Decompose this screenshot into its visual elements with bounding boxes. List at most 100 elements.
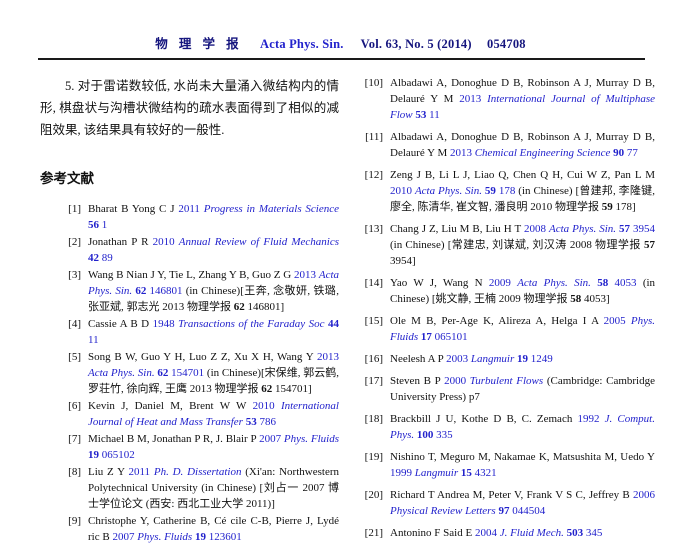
ref-segment: 3954] [390, 255, 416, 267]
citation-link[interactable]: Chemical Engineering Science [474, 147, 611, 159]
ref-segment: Brackbill J U, Kothe D B, C. Zemach [390, 413, 578, 425]
citation-link[interactable]: 2013 [459, 93, 488, 105]
reference-number: [15] [364, 315, 383, 327]
citation-link[interactable]: 62 [132, 285, 147, 297]
citation-link[interactable]: 90 [610, 147, 625, 159]
citation-link[interactable]: Phys. Fluids [390, 315, 655, 343]
citation-link[interactable]: 1999 [390, 467, 415, 479]
citation-link[interactable]: 2005 [603, 315, 631, 327]
citation-link[interactable]: 59 [481, 185, 496, 197]
ref-segment: Zeng J B, Li L J, Liao Q, Chen Q H, Cui … [390, 169, 655, 181]
citation-link[interactable]: International Journal of Multiphase Flow [390, 93, 656, 121]
citation-link[interactable]: J. Comput. Phys. [390, 413, 655, 441]
citation-link[interactable]: Acta Phys. Sin. [88, 367, 155, 379]
citation-link[interactable]: Acta Phys. Sin. [414, 185, 482, 197]
citation-link[interactable]: 15 [458, 467, 472, 479]
citation-link[interactable]: Physical Review Letters [390, 505, 496, 517]
citation-link[interactable]: Acta Phys. Sin. [548, 223, 617, 235]
citation-link[interactable]: 77 [624, 147, 638, 159]
citation-link[interactable]: 335 [433, 429, 453, 441]
header-rule [38, 58, 645, 60]
citation-link[interactable]: Acta Phys. Sin. [517, 277, 591, 289]
citation-link[interactable]: 2006 [633, 489, 655, 501]
citation-link[interactable]: 56 [88, 219, 99, 231]
citation-link[interactable]: Turbulent Flows [469, 375, 544, 387]
ref-segment: 62 [261, 383, 273, 395]
citation-link[interactable]: 57 [616, 223, 631, 235]
reference-text: Wang B Nian J Y, Tie L, Zhang Y B, Guo Z… [88, 267, 339, 315]
reference-text: Ole M B, Per-Age K, Alireza A, Helga I A… [390, 313, 655, 345]
citation-link[interactable]: 2013 [294, 269, 319, 281]
citation-link[interactable]: 2009 [488, 277, 518, 289]
citation-link[interactable]: 100 [414, 429, 434, 441]
reference-text: Antonino F Said E 2004 J. Fluid Mech. 50… [390, 525, 655, 541]
citation-link[interactable]: International Journal of Heat and Mass T… [88, 400, 339, 428]
citation-link[interactable]: Langmuir [470, 353, 515, 365]
citation-link[interactable]: 97 [495, 505, 510, 517]
citation-link[interactable]: 19 [514, 353, 529, 365]
citation-link[interactable]: Annual Review of Fluid Mechanics [178, 236, 339, 248]
citation-link[interactable]: 1 [99, 219, 108, 231]
reference-number: [10] [364, 77, 383, 89]
citation-link[interactable]: 1948 [152, 318, 179, 330]
citation-link[interactable]: 44 [324, 318, 340, 330]
citation-link[interactable]: 1992 [577, 413, 605, 425]
citation-link[interactable]: 62 [154, 367, 169, 379]
ref-segment: 59 [601, 201, 613, 213]
citation-link[interactable]: 53 [412, 109, 427, 121]
citation-link[interactable]: 178 [495, 185, 516, 197]
citation-link[interactable]: Transactions of the Faraday Soc [178, 318, 325, 330]
citation-link[interactable]: 2013 [317, 351, 339, 363]
citation-link[interactable]: 11 [426, 109, 440, 121]
citation-link[interactable]: Ph. D. Dissertation [153, 466, 242, 478]
ref-segment: (Cambridge: Cambridge University Press) … [390, 375, 655, 403]
ref-segment: (in Chinese)[宋保维, 郭云鹤, 罗荘竹, 徐向辉, 王鹰 2013… [88, 367, 340, 395]
citation-link[interactable]: 146801 [146, 285, 183, 297]
citation-link[interactable]: 123601 [205, 531, 242, 543]
citation-link[interactable]: 2003 [446, 353, 471, 365]
citation-link[interactable]: 4321 [471, 467, 497, 479]
citation-link[interactable]: Phys. Fluids [283, 433, 340, 445]
citation-link[interactable]: 044504 [509, 505, 546, 517]
citation-link[interactable]: 2011 [128, 466, 154, 478]
citation-link[interactable]: 11 [88, 334, 99, 346]
citation-link[interactable]: 1249 [528, 353, 553, 365]
ref-segment: 154701] [272, 383, 312, 395]
citation-link[interactable]: 2004 [474, 527, 500, 539]
reference-item: [9] Christophe Y, Catherine B, Cé cile C-… [54, 513, 339, 545]
citation-link[interactable]: Acta Phys. Sin. [88, 269, 340, 297]
citation-link[interactable]: 065102 [99, 449, 135, 461]
citation-link[interactable]: 58 [590, 277, 609, 289]
citation-link[interactable]: 2008 [523, 223, 549, 235]
citation-link[interactable]: 154701 [168, 367, 205, 379]
citation-link[interactable]: 065101 [431, 331, 468, 343]
citation-link[interactable]: 2000 [444, 375, 470, 387]
citation-link[interactable]: Langmuir [414, 467, 459, 479]
citation-link[interactable]: J. Fluid Mech. [499, 527, 564, 539]
citation-link[interactable]: 53 [242, 416, 257, 428]
citation-link[interactable]: 2011 [178, 203, 204, 215]
citation-link[interactable]: 2010 [152, 236, 179, 248]
citation-link[interactable]: 19 [192, 531, 206, 543]
citation-link[interactable]: 4053 [608, 277, 637, 289]
citation-link[interactable]: 42 [88, 252, 99, 264]
citation-link[interactable]: Phys. Fluids [137, 531, 193, 543]
ref-segment: (in Chinese) [常建忠, 刘谋斌, 刘汉涛 2008 物理学报 [390, 239, 644, 251]
citation-link[interactable]: 17 [418, 331, 432, 343]
citation-link[interactable]: 503 [563, 527, 584, 539]
ref-segment: Kevin J, Daniel M, Brent W W [88, 400, 253, 412]
citation-link[interactable]: 3954 [630, 223, 655, 235]
citation-link[interactable]: 786 [256, 416, 276, 428]
reference-number: [17] [364, 375, 383, 387]
citation-link[interactable]: Progress in Materials Science [203, 203, 340, 215]
citation-link[interactable]: 2010 [252, 400, 281, 412]
citation-link[interactable]: 2013 [449, 147, 475, 159]
citation-link[interactable]: 2007 [259, 433, 284, 445]
reference-text: Chang J Z, Liu M B, Liu H T 2008 Acta Ph… [390, 221, 655, 269]
citation-link[interactable]: 2007 [112, 531, 138, 543]
citation-link[interactable]: 2010 [390, 185, 415, 197]
citation-link[interactable]: 19 [88, 449, 99, 461]
reference-number: [19] [364, 451, 383, 463]
citation-link[interactable]: 89 [99, 252, 113, 264]
citation-link[interactable]: 345 [583, 527, 603, 539]
